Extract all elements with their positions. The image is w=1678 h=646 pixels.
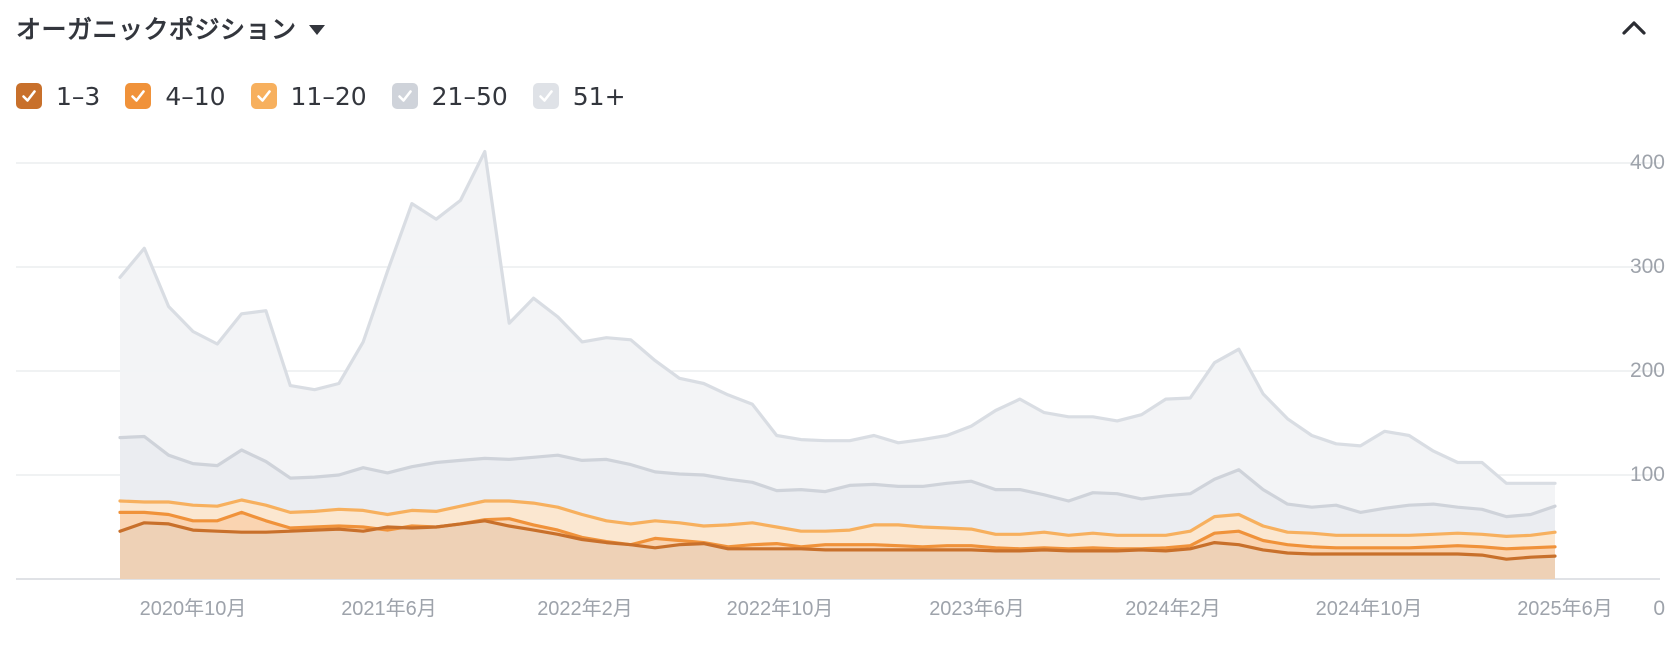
y-tick-label: 200 (1630, 359, 1665, 382)
organic-positions-chart: 0 100 200 300 400 2020年10月 2021年6月 2022年2月 2022年… (16, 134, 1665, 620)
x-tick-label: 2023年6月 (929, 597, 1025, 620)
legend-item-51-plus[interactable]: 51+ (532, 81, 626, 111)
checkmark-icon (22, 90, 36, 102)
chevron-up-icon[interactable] (1620, 14, 1648, 42)
y-tick-label: 300 (1630, 255, 1665, 278)
checkmark-icon (256, 90, 271, 102)
y-tick-label: 0 (1653, 597, 1665, 620)
legend-item-11-20[interactable]: 11–20 (250, 81, 367, 111)
series-line-21-50 (118, 434, 1557, 519)
checkmark-icon (131, 90, 146, 102)
legend-label: 11–20 (290, 81, 367, 111)
x-tick-label: 2020年10月 (140, 597, 247, 620)
caret-down-icon[interactable] (308, 25, 325, 35)
checkbox-4-10[interactable] (125, 83, 152, 109)
legend-label: 21–50 (431, 81, 508, 111)
y-tick-label: 100 (1630, 463, 1665, 486)
series-line-11-20 (118, 498, 1557, 538)
checkbox-21-50[interactable] (391, 83, 418, 109)
chart-header: オーガニックポジション (16, 8, 325, 48)
x-tick-label: 2025年6月 (1517, 597, 1613, 620)
chart-area: 0 100 200 300 400 2020年10月 2021年6月 2022年2月 2022年… (0, 134, 1678, 642)
chart-title: オーガニックポジション (16, 15, 297, 44)
legend-label: 1–3 (56, 81, 101, 111)
x-tick-label: 2024年10月 (1316, 597, 1423, 620)
series-line-4-10 (118, 510, 1557, 551)
x-tick-label: 2022年10月 (727, 597, 834, 620)
series-line-1-3 (118, 519, 1557, 561)
checkmark-icon (397, 90, 412, 102)
legend-label: 51+ (572, 81, 626, 111)
legend-item-21-50[interactable]: 21–50 (391, 81, 508, 111)
legend: 1–3 4–10 11–20 21–50 51+ (16, 80, 651, 112)
checkbox-51-plus[interactable] (532, 83, 559, 109)
legend-label: 4–10 (165, 81, 226, 111)
x-tick-label: 2021年6月 (341, 597, 437, 620)
checkbox-1-3[interactable] (16, 83, 42, 109)
checkmark-icon (538, 90, 553, 102)
x-tick-label: 2024年2月 (1125, 597, 1221, 620)
y-tick-label: 400 (1630, 151, 1665, 174)
checkbox-11-20[interactable] (250, 83, 277, 109)
series-line-51-plus (118, 150, 1557, 485)
legend-item-1-3[interactable]: 1–3 (16, 82, 100, 111)
x-tick-label: 2022年2月 (537, 597, 633, 620)
legend-item-4-10[interactable]: 4–10 (125, 81, 226, 111)
